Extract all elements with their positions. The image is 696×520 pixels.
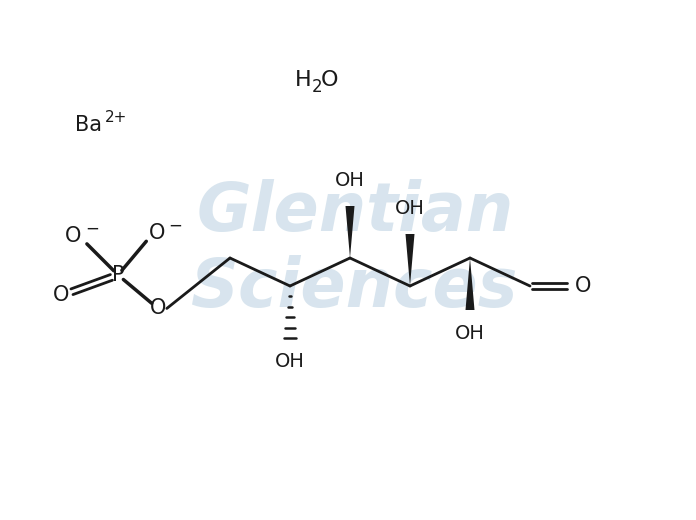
- Text: OH: OH: [275, 352, 305, 371]
- Text: OH: OH: [395, 199, 425, 218]
- Text: O: O: [150, 298, 166, 318]
- Text: H: H: [295, 70, 312, 90]
- Text: O: O: [53, 285, 70, 305]
- Polygon shape: [345, 206, 354, 258]
- Text: OH: OH: [455, 324, 485, 343]
- Polygon shape: [466, 258, 475, 310]
- Text: −: −: [85, 219, 99, 237]
- Text: O: O: [65, 226, 81, 246]
- Text: O: O: [575, 276, 591, 296]
- Text: −: −: [168, 216, 182, 234]
- Text: P: P: [112, 265, 125, 285]
- Text: Glentian
Sciences: Glentian Sciences: [191, 179, 519, 321]
- Text: O: O: [149, 223, 166, 243]
- Text: O: O: [321, 70, 338, 90]
- Polygon shape: [406, 234, 415, 286]
- Text: OH: OH: [335, 171, 365, 190]
- Text: 2: 2: [312, 78, 323, 96]
- Text: Ba: Ba: [75, 115, 102, 135]
- Text: 2+: 2+: [105, 110, 127, 124]
